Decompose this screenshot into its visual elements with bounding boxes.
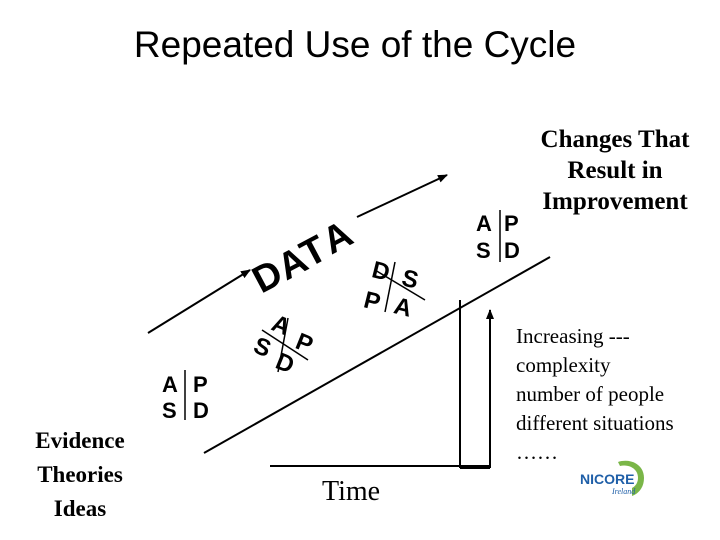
cycle-middle-divider-1 <box>374 269 426 301</box>
logo-wordmark: NICORE <box>580 471 634 487</box>
cycle-small-1-d: D <box>193 398 209 423</box>
cycle-middle-divider-2 <box>384 261 396 313</box>
nicore-logo-graphic: NICORE Ireland <box>580 460 644 496</box>
logo-subtitle: Ireland <box>611 487 636 496</box>
cycle-small-1-a: A <box>162 372 178 397</box>
upper-middle-arrow <box>356 174 448 218</box>
changes-line-2: Result in <box>567 157 663 184</box>
upper-left-arrow <box>147 269 251 334</box>
changes-label: Changes That Result in Improvement <box>520 124 710 217</box>
increasing-line-3: number of people <box>516 382 665 406</box>
evidence-label: Evidence Theories Ideas <box>20 424 140 526</box>
cycle-small-1-s: S <box>162 398 177 423</box>
cycle-top-d: D <box>504 238 520 263</box>
cycle-tilted-divider-2 <box>277 317 289 373</box>
increasing-line-5: …… <box>516 440 558 464</box>
cycle-top-s: S <box>476 238 491 263</box>
increasing-line-1: Increasing --- <box>516 324 630 348</box>
changes-line-3: Improvement <box>542 188 688 215</box>
nicore-logo: NICORE Ireland <box>578 458 650 500</box>
time-label: Time <box>322 476 381 507</box>
diagonal-line <box>203 256 551 454</box>
increasing-label: Increasing --- complexity number of peop… <box>516 322 716 467</box>
cycle-top-p: P <box>504 211 519 236</box>
changes-line-1: Changes That <box>540 126 690 153</box>
cycle-small-1-p: P <box>193 372 208 397</box>
cycle-top-a: A <box>476 211 492 236</box>
cycle-tilted-divider-1 <box>261 329 309 361</box>
evidence-line-1: Evidence <box>35 428 125 453</box>
logo-head-shape <box>618 460 644 496</box>
increasing-line-2: complexity <box>516 353 611 377</box>
increasing-line-4: different situations <box>516 411 674 435</box>
page-title: Repeated Use of the Cycle <box>133 24 577 65</box>
evidence-line-2: Theories <box>37 462 123 487</box>
evidence-line-3: Ideas <box>53 496 107 521</box>
